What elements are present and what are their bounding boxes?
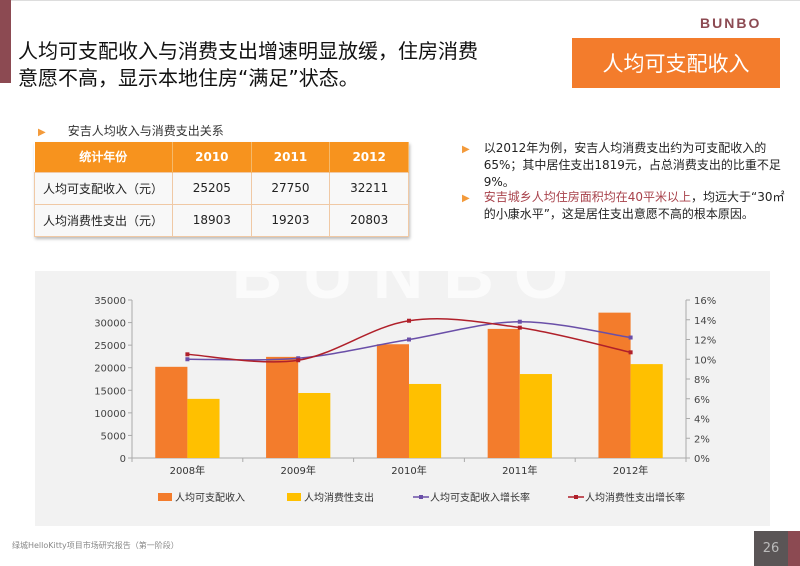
- x-tick-label: 2009年: [280, 464, 315, 477]
- table-caption: ▶ 安吉人均收入与消费支出关系: [38, 122, 224, 139]
- y-tick-label: 35000: [94, 296, 126, 307]
- bullet-text: 以2012年为例，安吉人均消费支出约为可支配收入的65%；其中居住支出1819元…: [483, 141, 781, 189]
- bar-2: [409, 383, 442, 458]
- bar-1: [487, 328, 520, 458]
- triangle-bullet-icon: ▶: [462, 144, 470, 155]
- bar-1: [376, 344, 409, 458]
- line-marker-2: [517, 325, 522, 330]
- bar-2: [630, 364, 663, 458]
- table-cell: 18903: [172, 203, 252, 237]
- legend-marker: [574, 495, 578, 499]
- y2-tick-label: 16%: [694, 296, 716, 307]
- y-tick-label: 20000: [94, 364, 126, 375]
- y-tick-label: 10000: [94, 409, 126, 420]
- line-marker-1: [407, 337, 411, 342]
- y-tick-label: 15000: [94, 386, 126, 397]
- page-accent: [788, 531, 800, 566]
- bullet-highlight: 安吉城乡人均住房面积均在40平米以上: [483, 190, 691, 204]
- bullet-text: 安吉城乡人均住房面积均在40平米以上，均远大于“30㎡的小康水平”，这是居住支出…: [484, 189, 792, 223]
- y2-tick-label: 8%: [694, 375, 710, 386]
- y2-tick-label: 2%: [694, 434, 710, 445]
- y2-tick-label: 4%: [694, 415, 710, 426]
- triangle-bullet-icon: ▶: [38, 127, 46, 138]
- y-tick-label: 25000: [94, 341, 126, 352]
- line-marker-2: [628, 350, 633, 355]
- y-tick-label: 30000: [94, 319, 126, 330]
- legend-label: 人均消费性支出: [304, 491, 374, 504]
- x-tick-label: 2010年: [391, 464, 426, 477]
- legend-label: 人均消费性支出增长率: [585, 491, 685, 504]
- table-header: 2010: [172, 142, 252, 172]
- table-cell: 19203: [250, 203, 331, 237]
- line-marker-2: [185, 352, 190, 357]
- accent-bar: [0, 0, 11, 83]
- table-cell: 人均消费性支出（元）: [34, 203, 173, 237]
- triangle-bullet-icon: ▶: [462, 193, 470, 204]
- line-marker-1: [517, 319, 522, 324]
- x-tick-label: 2011年: [502, 464, 537, 477]
- bar-2: [519, 374, 552, 458]
- table-cell: 20803: [329, 203, 409, 237]
- legend-swatch: [158, 493, 172, 501]
- y2-tick-label: 14%: [694, 316, 716, 327]
- table-caption-text: 安吉人均收入与消费支出关系: [67, 124, 224, 138]
- bar-2: [187, 398, 220, 458]
- table-header: 统计年份: [34, 142, 173, 172]
- table-cell: 25205: [172, 171, 252, 205]
- line-marker-1: [185, 357, 190, 362]
- bar-1: [266, 356, 299, 458]
- y2-tick-label: 6%: [694, 395, 710, 406]
- line-marker-2: [407, 318, 411, 323]
- bullet-item: ▶ 安吉城乡人均住房面积均在40平米以上，均远大于“30㎡的小康水平”，这是居住支…: [462, 189, 792, 223]
- footer-text: 绿城HelloKitty项目市场研究报告（第一阶段）: [12, 541, 179, 550]
- legend-swatch: [287, 493, 301, 501]
- y2-tick-label: 0%: [694, 454, 710, 465]
- section-badge: 人均可支配收入: [572, 38, 780, 88]
- page-number: 26: [754, 531, 788, 566]
- data-table: 统计年份 2010 2011 2012 人均可支配收入（元） 25205 277…: [34, 142, 409, 237]
- legend-label: 人均可支配收入增长率: [430, 491, 530, 504]
- y2-tick-label: 10%: [694, 355, 716, 366]
- line-marker-2: [296, 358, 301, 363]
- bar-2: [298, 392, 331, 458]
- table-row: 人均消费性支出（元） 18903 19203 20803: [34, 203, 409, 237]
- y-tick-label: 5000: [101, 431, 126, 442]
- bullet-item: ▶ 以2012年为例，安吉人均消费支出约为可支配收入的65%；其中居住支出1819…: [462, 140, 792, 191]
- x-tick-label: 2012年: [613, 464, 648, 477]
- table-header-row: 统计年份 2010 2011 2012: [34, 142, 409, 172]
- legend-label: 人均可支配收入: [175, 491, 245, 504]
- table-row: 人均可支配收入（元） 25205 27750 32211: [34, 171, 409, 205]
- table-header: 2011: [251, 142, 331, 172]
- line-marker-1: [628, 335, 633, 340]
- table-cell: 32211: [329, 171, 409, 205]
- top-divider: [0, 0, 800, 1]
- watermark: BUNBO: [232, 235, 589, 313]
- y2-tick-label: 12%: [694, 336, 716, 347]
- bullet-rest: ，均远大于“30㎡的小康水平”，这是居住支出意愿不高的根本原因。: [483, 190, 785, 221]
- legend-marker: [419, 495, 423, 499]
- bar-1: [155, 366, 188, 458]
- table-cell: 人均可支配收入（元）: [34, 171, 173, 205]
- x-tick-label: 2008年: [170, 464, 205, 477]
- logo: BUNBO: [700, 15, 762, 31]
- y-tick-label: 0: [120, 454, 126, 465]
- page-title: 人均可支配收入与消费支出增速明显放缓，住房消费意愿不高，显示本地住房“满足”状态…: [18, 39, 478, 90]
- table-header: 2012: [329, 142, 409, 172]
